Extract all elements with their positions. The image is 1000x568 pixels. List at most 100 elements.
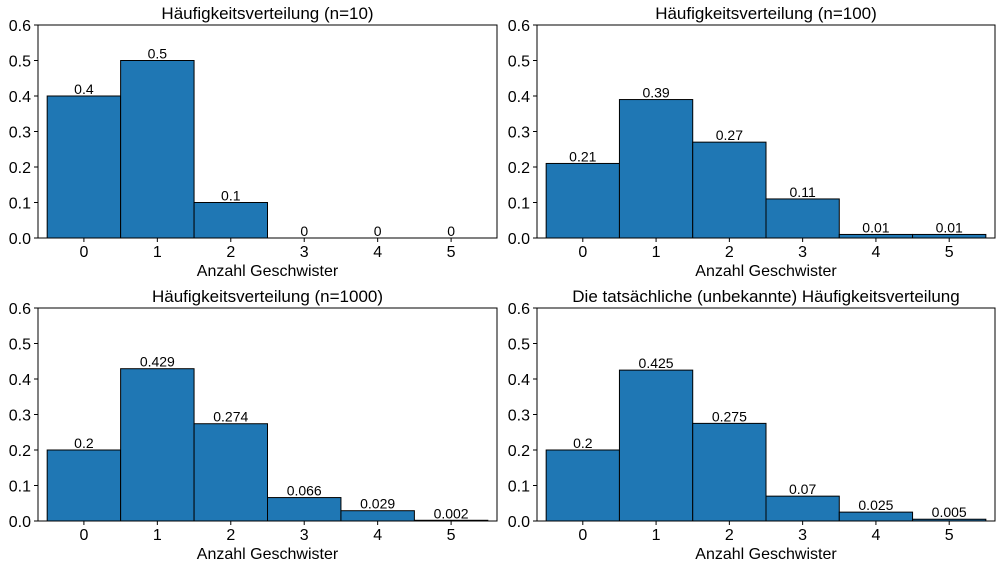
bar-4 <box>838 511 914 522</box>
bar-value-label: 0 <box>447 223 455 239</box>
y-tick-label: 0.6 <box>9 301 31 318</box>
y-tick-label: 0.2 <box>9 160 31 177</box>
bar-2 <box>692 141 767 239</box>
bar-value-label: 0 <box>300 223 308 239</box>
bar-1 <box>120 368 195 522</box>
x-tick-label: 5 <box>945 244 954 261</box>
x-tick-label: 2 <box>226 244 235 261</box>
y-tick-label: 0.5 <box>508 54 530 71</box>
chart-panel-2: 0.21 0.39 0.27 0.11 0.01 0.01 0.0 0.1 0.2 0.3 0.4 0… <box>508 4 996 280</box>
bar-value-label: 0.39 <box>642 85 669 101</box>
bar-value-label: 0.27 <box>716 127 743 143</box>
x-tick-label: 1 <box>652 527 661 544</box>
bar-3 <box>765 198 840 239</box>
bar-value-label: 0.425 <box>639 355 674 371</box>
y-tick-label: 0.0 <box>9 231 31 248</box>
y-tick-label: 0.3 <box>508 125 530 142</box>
bar-1 <box>618 99 694 239</box>
bar-value-label: 0.2 <box>74 435 94 451</box>
chart-title: Die tatsächliche (unbekannte) Häufigkeit… <box>572 287 959 306</box>
x-axis-label: Anzahl Geschwister <box>695 546 837 563</box>
bar-value-label: 0.2 <box>573 435 593 451</box>
y-tick-label: 0.4 <box>9 372 31 389</box>
bar-2 <box>193 202 268 239</box>
y-tick-label: 0.1 <box>9 196 31 213</box>
x-axis-label: Anzahl Geschwister <box>197 263 339 280</box>
bar-value-label: 0.275 <box>712 408 747 424</box>
bar-value-label: 0.4 <box>74 81 94 97</box>
bar-1 <box>618 369 694 522</box>
y-tick-label: 0.1 <box>9 479 31 496</box>
chart-title: Häufigkeitsverteilung (n=100) <box>655 4 877 23</box>
bar-0 <box>46 95 122 239</box>
bar-value-label: 0.01 <box>936 219 963 235</box>
y-tick-label: 0.4 <box>508 89 530 106</box>
x-tick-label: 5 <box>945 527 954 544</box>
bar-value-label: 0.066 <box>287 483 322 499</box>
chart-title: Häufigkeitsverteilung (n=1000) <box>152 287 383 306</box>
y-tick-label: 0.4 <box>508 372 530 389</box>
x-tick-label: 3 <box>798 527 807 544</box>
x-tick-label: 4 <box>373 527 382 544</box>
y-tick-label: 0.3 <box>9 125 31 142</box>
chart-panel-1: 0.4 0.5 0.1 0 0 0 0.0 0.1 0.2 0.3 0.4 0.5 0.6 0 1 2 3 4 5 A… <box>9 4 498 280</box>
x-axis-label: Anzahl Geschwister <box>695 263 837 280</box>
x-tick-label: 5 <box>447 244 456 261</box>
y-tick-label: 0.3 <box>9 408 31 425</box>
x-tick-label: 1 <box>652 244 661 261</box>
x-tick-label: 3 <box>300 244 309 261</box>
x-tick-label: 4 <box>871 527 880 544</box>
bar-value-label: 0.429 <box>140 354 175 370</box>
bar-value-label: 0.274 <box>213 409 248 425</box>
x-tick-label: 2 <box>226 527 235 544</box>
x-tick-label: 0 <box>578 527 587 544</box>
bar-3 <box>267 497 342 522</box>
x-tick-label: 3 <box>798 244 807 261</box>
bar-value-label: 0.11 <box>790 184 816 200</box>
y-tick-label: 0.2 <box>508 443 530 460</box>
x-tick-label: 2 <box>725 244 734 261</box>
bar-value-label: 0.025 <box>858 497 893 513</box>
x-tick-label: 2 <box>725 527 734 544</box>
y-tick-label: 0.6 <box>508 301 530 318</box>
y-tick-label: 0.5 <box>508 337 530 354</box>
bar-value-label: 0.5 <box>148 46 168 62</box>
x-tick-label: 0 <box>79 527 88 544</box>
chart-panel-3: 0.2 0.429 0.274 0.066 0.029 0.002 0.0 0.1 0.2 0.3… <box>9 287 498 563</box>
y-tick-label: 0.2 <box>508 160 530 177</box>
bar-value-label: 0.21 <box>569 148 596 164</box>
bar-0 <box>545 449 620 522</box>
bar-value-label: 0.01 <box>862 219 889 235</box>
x-axis-label: Anzahl Geschwister <box>197 546 339 563</box>
y-tick-label: 0.6 <box>508 18 530 35</box>
x-tick-label: 4 <box>871 244 880 261</box>
bar-value-label: 0.07 <box>789 481 816 497</box>
y-tick-label: 0.1 <box>508 479 530 496</box>
x-tick-label: 4 <box>373 244 382 261</box>
y-tick-label: 0.6 <box>9 18 31 35</box>
y-tick-label: 0.5 <box>9 337 31 354</box>
y-tick-label: 0.1 <box>508 196 530 213</box>
y-tick-label: 0.2 <box>9 443 31 460</box>
y-tick-label: 0.3 <box>508 408 530 425</box>
bar-2 <box>193 423 268 522</box>
x-tick-label: 0 <box>578 244 587 261</box>
bar-3 <box>765 495 840 522</box>
y-tick-label: 0.5 <box>9 54 31 71</box>
bar-1 <box>120 60 195 239</box>
x-tick-label: 1 <box>153 527 162 544</box>
x-tick-label: 5 <box>447 527 456 544</box>
bar-value-label: 0 <box>374 223 382 239</box>
bar-0 <box>46 449 122 522</box>
chart-title: Häufigkeitsverteilung (n=10) <box>161 4 373 23</box>
bar-value-label: 0.002 <box>434 505 469 521</box>
bar-0 <box>545 162 620 239</box>
y-tick-label: 0.0 <box>508 514 530 531</box>
x-tick-label: 0 <box>79 244 88 261</box>
y-tick-label: 0.0 <box>508 231 530 248</box>
bar-value-label: 0.005 <box>932 504 967 520</box>
bar-value-label: 0.1 <box>221 188 241 204</box>
